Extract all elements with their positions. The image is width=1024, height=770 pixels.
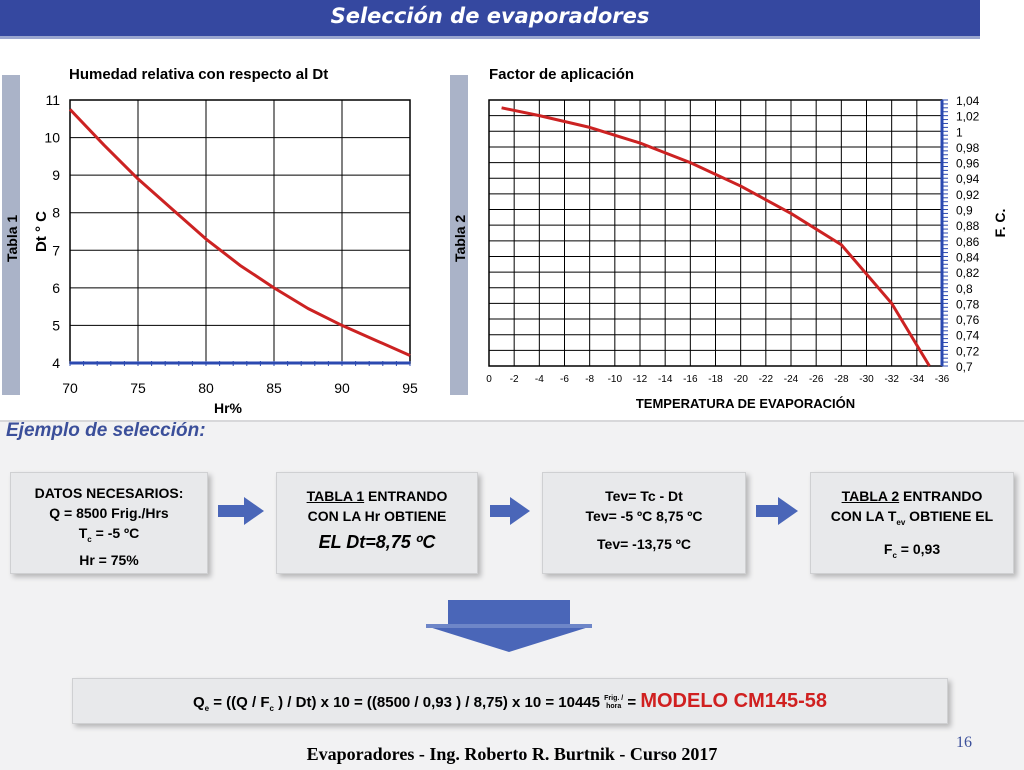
x-tick-label: -36 [935,374,950,385]
y-tick-label: 0,98 [956,141,980,155]
result-model: MODELO CM145-58 [640,690,828,712]
table1-tab [2,75,20,395]
y-tick-label: 0,9 [956,204,973,218]
x-axis-label: TEMPERATURA DE EVAPORACIÓN [636,396,855,411]
box3-line3: Tev= -13,75 ºC [597,536,691,552]
y-tick-label: 0,78 [956,297,980,311]
arrow-right-icon [218,497,264,525]
x-tick-label: 80 [198,380,214,396]
x-tick-label: -12 [633,374,648,385]
y-tick-label: 1,02 [956,110,980,124]
footer-text: Evaporadores - Ing. Roberto R. Burtnik -… [306,744,718,764]
y-tick-label: 0,82 [956,266,980,280]
formula-text: Qe = ((Q / Fc ) / Dt) x 10 = ((8500 / 0,… [192,694,641,713]
y-tick-label: 4 [52,355,60,371]
plot-area [69,99,411,364]
box-evaporation-temp: Tev= Tc - Dt Tev= -5 ºC 8,75 ºC Tev= -13… [542,472,746,574]
arrow-right-icon [490,497,530,525]
x-tick-label: -2 [510,374,519,385]
y-axis-label: F. C. [992,209,1008,238]
y-tick-label: 0,76 [956,313,980,327]
arrow-right-icon [756,497,798,525]
box-required-data: DATOS NECESARIOS: Q = 8500 Frig./Hrs Tc … [10,472,208,574]
x-tick-label: -28 [834,374,849,385]
x-tick-label: -6 [560,374,569,385]
y-tick-label: 7 [52,242,60,258]
table2-tab [450,75,468,395]
box2-line3: EL Dt=8,75 ºC [318,532,436,552]
x-tick-label: -16 [683,374,698,385]
y-tick-label: 11 [45,92,60,108]
arrow-down-icon [426,600,592,652]
x-tick-label: -24 [784,374,799,385]
box2-line2: CON LA Hr OBTIENE [307,508,447,524]
chart2-application-factor: 0 -2 -4 -6 -8 -10 -12 -14 -16 -18 -20 -22 -24 -26 -28-… [486,94,1008,411]
x-tick-label: -34 [910,374,925,385]
box-table2: TABLA 2 ENTRANDO CON LA Tev OBTIENE EL F… [810,472,1014,574]
series-line [68,108,411,357]
y-tick-label: 0,92 [956,188,980,202]
x-tick-label: -14 [658,374,673,385]
x-tick-label: -10 [608,374,623,385]
x-tick-label: 75 [130,380,146,396]
box1-line1: DATOS NECESARIOS: [34,485,184,501]
y-axis-label: Dt ° C [33,211,50,252]
box1-line3: Tc = -5 ºC [78,525,140,544]
page-title: Selección de evaporadores [330,4,650,28]
y-tick-label: 0,74 [956,329,980,343]
y-tick-label: 0,7 [956,360,973,374]
x-tick-label: 70 [62,380,78,396]
x-tick-label: -4 [535,374,544,385]
y-tick-label: 0,72 [956,344,980,358]
header-bar [0,0,980,39]
y-tick-label: 1 [956,125,963,139]
x-tick-label: -22 [759,374,774,385]
y-tick-label: 1,04 [956,94,980,108]
x-tick-label: -30 [859,374,874,385]
chart1-title: Humedad relativa con respecto al Dt [69,66,329,83]
x-tick-label: -8 [585,374,594,385]
box4-line2: CON LA Tev OBTIENE EL [830,508,994,527]
y-tick-label: 0,86 [956,235,980,249]
table2-side-label: Tabla 2 [452,214,468,262]
box4-line1: TABLA 2 ENTRANDO [841,488,983,504]
chart2-title: Factor de aplicación [489,66,635,83]
x-tick-label: 85 [266,380,282,396]
example-heading: Ejemplo de selección: [6,420,206,441]
x-tick-label: 0 [486,374,492,385]
x-tick-label: 90 [334,380,350,396]
box1-line4: Hr = 75% [79,551,139,568]
formula-box: Qe = ((Q / Fc ) / Dt) x 10 = ((8500 / 0,… [72,678,948,724]
x-tick-label: -32 [884,374,899,385]
x-tick-label: -20 [733,374,748,385]
y-tick-label: 6 [52,280,60,296]
page-number: 16 [956,734,972,751]
box3-line1: Tev= Tc - Dt [605,488,683,504]
y-tick-label: 8 [52,205,60,221]
y-tick-label: 0,8 [956,282,973,296]
y-tick-label: 9 [52,167,60,183]
y-tick-label: 10 [44,130,60,146]
x-tick-label: -26 [809,374,824,385]
x-axis-label: Hr% [214,400,243,416]
chart1-humidity-dt: 70 75 80 85 90 95 4 5 6 7 8 9 10 11 Hr% Dt ° C [33,92,418,416]
box-table1: TABLA 1 ENTRANDO CON LA Hr OBTIENE EL Dt… [276,472,478,574]
y-tick-label: 0,84 [956,250,980,264]
x-tick-label: 95 [402,380,418,396]
box4-line3: Fc = 0,93 [883,540,941,560]
box1-line2: Q = 8500 Frig./Hrs [49,505,169,521]
y-tick-label: 5 [52,317,60,333]
series-line [501,106,931,367]
y-tick-label: 0,94 [956,172,980,186]
box2-line1: TABLA 1 ENTRANDO [306,488,448,504]
table1-side-label: Tabla 1 [4,214,20,262]
y-tick-label: 0,96 [956,157,980,171]
y-tick-label: 0,88 [956,219,980,233]
box3-line2: Tev= -5 ºC 8,75 ºC [585,508,703,524]
x-tick-label: -18 [708,374,723,385]
